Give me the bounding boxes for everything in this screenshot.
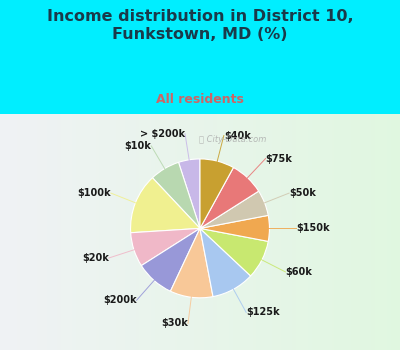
- Wedge shape: [130, 178, 200, 233]
- Text: $50k: $50k: [289, 188, 316, 198]
- Text: $10k: $10k: [124, 141, 151, 151]
- Text: > $200k: > $200k: [140, 129, 185, 139]
- Text: $60k: $60k: [285, 267, 312, 277]
- Wedge shape: [170, 229, 213, 298]
- Text: $125k: $125k: [246, 307, 280, 317]
- Wedge shape: [131, 229, 200, 266]
- Wedge shape: [200, 168, 259, 229]
- Text: $150k: $150k: [296, 223, 330, 233]
- Text: $100k: $100k: [77, 188, 111, 198]
- Wedge shape: [200, 229, 251, 296]
- Text: All residents: All residents: [156, 93, 244, 106]
- Text: $20k: $20k: [82, 253, 109, 263]
- Text: $40k: $40k: [224, 131, 251, 141]
- Text: $75k: $75k: [266, 154, 292, 163]
- Wedge shape: [178, 159, 200, 229]
- Wedge shape: [200, 191, 268, 229]
- Wedge shape: [141, 229, 200, 291]
- Text: $200k: $200k: [103, 295, 137, 305]
- Wedge shape: [200, 215, 270, 242]
- Text: Income distribution in District 10,
Funkstown, MD (%): Income distribution in District 10, Funk…: [47, 9, 353, 42]
- Text: $30k: $30k: [161, 318, 188, 328]
- Wedge shape: [152, 162, 200, 229]
- Wedge shape: [200, 159, 234, 229]
- Text: ⓘ City-Data.com: ⓘ City-Data.com: [199, 135, 266, 144]
- Wedge shape: [200, 229, 268, 276]
